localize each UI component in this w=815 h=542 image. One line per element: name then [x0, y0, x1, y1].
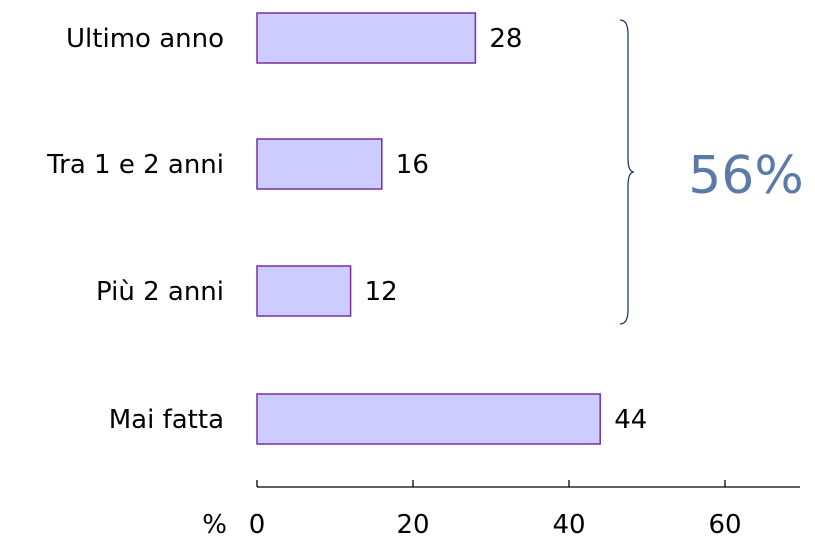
category-label-piu-2-anni: Più 2 anni: [96, 277, 224, 307]
category-label-ultimo-anno: Ultimo anno: [66, 24, 224, 54]
category-label-mai-fatta: Mai fatta: [109, 405, 224, 435]
x-tick-label-60: 60: [708, 510, 741, 540]
category-label-tra-1-e-2-anni: Tra 1 e 2 anni: [46, 150, 224, 180]
value-label-piu-2-anni: 12: [365, 277, 398, 307]
bracket-annotation: 56%: [619, 19, 804, 325]
value-label-mai-fatta: 44: [614, 405, 647, 435]
x-tick-label-20: 20: [396, 510, 429, 540]
bar-tra-1-e-2-anni: [256, 138, 383, 190]
bar-piu-2-anni: [256, 265, 352, 317]
bar-ultimo-anno: [256, 12, 477, 64]
bar-mai-fatta: [256, 393, 601, 445]
x-axis: 0 20 40 60%: [202, 480, 800, 540]
curly-bracket: [619, 19, 635, 325]
value-label-tra-1-e-2-anni: 16: [396, 150, 429, 180]
value-label-ultimo-anno: 28: [489, 24, 522, 54]
x-tick-label-40: 40: [552, 510, 585, 540]
x-unit-label: %: [202, 510, 227, 540]
bars-layer: [256, 12, 601, 445]
labels-layer: Ultimo anno 28 Tra 1 e 2 anni 16 Più 2 anni 1…: [46, 24, 647, 435]
bracket-total-label: 56%: [688, 146, 804, 206]
x-tick-label-0: 0: [249, 510, 266, 540]
